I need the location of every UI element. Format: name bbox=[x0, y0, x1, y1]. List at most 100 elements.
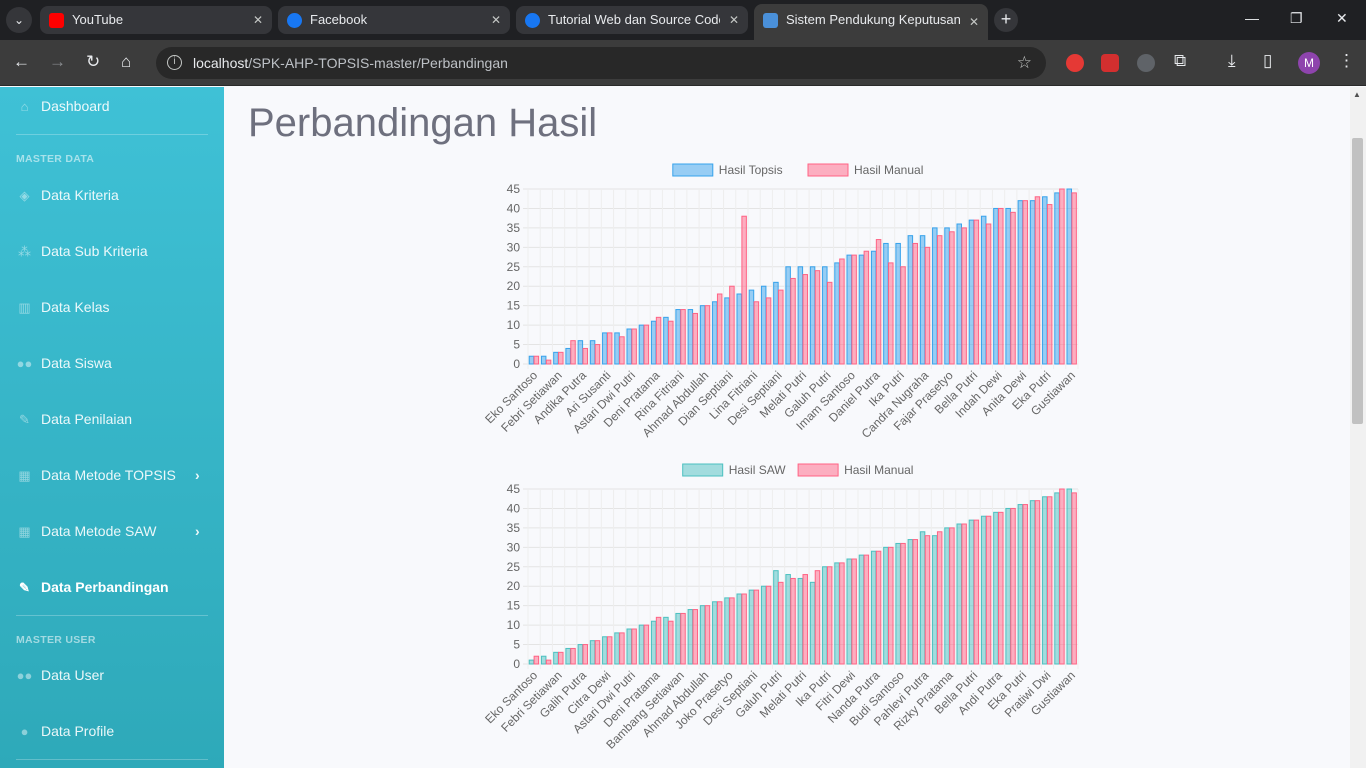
sidebar-item-data-sub-kriteria[interactable]: ⁂ Data Sub Kriteria bbox=[16, 239, 148, 263]
bar[interactable] bbox=[545, 359, 552, 365]
bar[interactable] bbox=[900, 542, 906, 665]
bar[interactable] bbox=[846, 254, 852, 365]
bar[interactable] bbox=[912, 242, 918, 365]
bar[interactable] bbox=[577, 644, 584, 665]
bar[interactable] bbox=[692, 609, 698, 665]
bar[interactable] bbox=[993, 207, 999, 365]
bar[interactable] bbox=[760, 285, 767, 365]
bar[interactable] bbox=[924, 535, 931, 665]
sidebar-item-data-metode-topsis[interactable]: ▦ Data Metode TOPSIS › bbox=[16, 463, 216, 487]
bar[interactable] bbox=[558, 351, 564, 365]
bar[interactable] bbox=[704, 305, 711, 365]
bar[interactable] bbox=[968, 519, 975, 665]
bar[interactable] bbox=[650, 320, 657, 365]
sidebar-item-data-penilaian[interactable]: ✎ Data Penilaian bbox=[16, 407, 132, 431]
bar[interactable] bbox=[858, 254, 865, 365]
bar[interactable] bbox=[663, 316, 669, 365]
sidebar-item-data-user[interactable]: ●● Data User bbox=[16, 663, 104, 687]
bar[interactable] bbox=[809, 581, 816, 665]
tab-tutorial[interactable]: Tutorial Web dan Source Code ✕ bbox=[516, 6, 748, 34]
bar[interactable] bbox=[614, 632, 620, 665]
bar[interactable] bbox=[631, 328, 637, 365]
bar[interactable] bbox=[790, 577, 796, 665]
bar[interactable] bbox=[858, 554, 865, 665]
address-bar[interactable]: i localhost/SPK-AHP-TOPSIS-master/Perban… bbox=[156, 47, 1046, 79]
bar[interactable] bbox=[961, 227, 967, 365]
bar[interactable] bbox=[895, 242, 901, 365]
bar[interactable] bbox=[1034, 500, 1041, 665]
menu-icon[interactable]: ⋮ bbox=[1338, 51, 1355, 70]
bar[interactable] bbox=[765, 297, 772, 365]
bar[interactable] bbox=[1054, 492, 1060, 665]
bar[interactable] bbox=[924, 246, 931, 365]
bar[interactable] bbox=[650, 620, 657, 665]
bar[interactable] bbox=[638, 624, 645, 665]
bar[interactable] bbox=[968, 219, 975, 365]
bar[interactable] bbox=[839, 258, 845, 365]
bookmark-star-icon[interactable]: ☆ bbox=[1016, 53, 1032, 72]
bar[interactable] bbox=[1022, 504, 1028, 665]
bar[interactable] bbox=[565, 347, 571, 365]
bar[interactable] bbox=[851, 254, 857, 365]
sidebar-item-data-profile[interactable]: ● Data Profile bbox=[16, 719, 115, 743]
bar[interactable] bbox=[704, 605, 711, 665]
new-tab-button[interactable]: + bbox=[994, 8, 1018, 32]
close-icon[interactable]: ✕ bbox=[728, 13, 739, 27]
sidebar-item-data-kriteria[interactable]: ◈ Data Kriteria bbox=[16, 183, 119, 207]
bar[interactable] bbox=[1005, 507, 1011, 665]
bar[interactable] bbox=[944, 227, 950, 365]
bar[interactable] bbox=[570, 340, 576, 365]
legend-swatch[interactable] bbox=[807, 163, 849, 177]
bar[interactable] bbox=[846, 558, 852, 665]
bar[interactable] bbox=[1034, 196, 1041, 365]
bar[interactable] bbox=[870, 550, 877, 665]
legend-label[interactable]: Hasil Manual bbox=[854, 163, 923, 177]
bar[interactable] bbox=[589, 640, 596, 665]
bar[interactable] bbox=[944, 527, 950, 665]
bar[interactable] bbox=[748, 289, 755, 365]
close-icon[interactable]: ✕ bbox=[252, 13, 263, 27]
bar[interactable] bbox=[802, 574, 808, 665]
restore-button[interactable]: ❐ bbox=[1290, 10, 1303, 26]
sidebar-item-data-metode-saw[interactable]: ▦ Data Metode SAW › bbox=[16, 519, 216, 543]
bar[interactable] bbox=[839, 562, 845, 665]
bar[interactable] bbox=[655, 616, 662, 665]
bar[interactable] bbox=[741, 215, 747, 365]
bar[interactable] bbox=[553, 351, 559, 365]
bar[interactable] bbox=[985, 515, 992, 665]
bar[interactable] bbox=[826, 281, 833, 365]
legend-swatch[interactable] bbox=[672, 163, 714, 177]
bar[interactable] bbox=[785, 574, 791, 665]
bar[interactable] bbox=[626, 328, 632, 365]
bar[interactable] bbox=[699, 605, 706, 665]
bar[interactable] bbox=[675, 612, 681, 665]
bar[interactable] bbox=[912, 539, 918, 665]
bar[interactable] bbox=[736, 593, 742, 665]
bar[interactable] bbox=[814, 570, 821, 665]
bar[interactable] bbox=[619, 632, 625, 665]
bar[interactable] bbox=[778, 289, 784, 365]
bar[interactable] bbox=[907, 539, 914, 665]
bar[interactable] bbox=[980, 515, 987, 665]
bar[interactable] bbox=[643, 624, 650, 665]
bar[interactable] bbox=[773, 281, 779, 365]
bar[interactable] bbox=[851, 558, 857, 665]
bar[interactable] bbox=[540, 355, 547, 365]
bar[interactable] bbox=[973, 219, 980, 365]
bar[interactable] bbox=[748, 589, 755, 665]
bar[interactable] bbox=[778, 581, 784, 665]
bar[interactable] bbox=[932, 227, 938, 365]
bar[interactable] bbox=[545, 659, 552, 665]
bar[interactable] bbox=[643, 324, 650, 365]
bar[interactable] bbox=[936, 235, 943, 365]
legend-label[interactable]: Hasil Topsis bbox=[719, 163, 783, 177]
bar[interactable] bbox=[980, 215, 987, 365]
bar[interactable] bbox=[663, 616, 669, 665]
bar[interactable] bbox=[1022, 200, 1028, 365]
bar[interactable] bbox=[1054, 192, 1060, 365]
bar[interactable] bbox=[687, 309, 694, 365]
bar[interactable] bbox=[888, 546, 894, 665]
bar[interactable] bbox=[1042, 496, 1048, 665]
bar[interactable] bbox=[985, 223, 992, 365]
bar[interactable] bbox=[577, 340, 584, 365]
